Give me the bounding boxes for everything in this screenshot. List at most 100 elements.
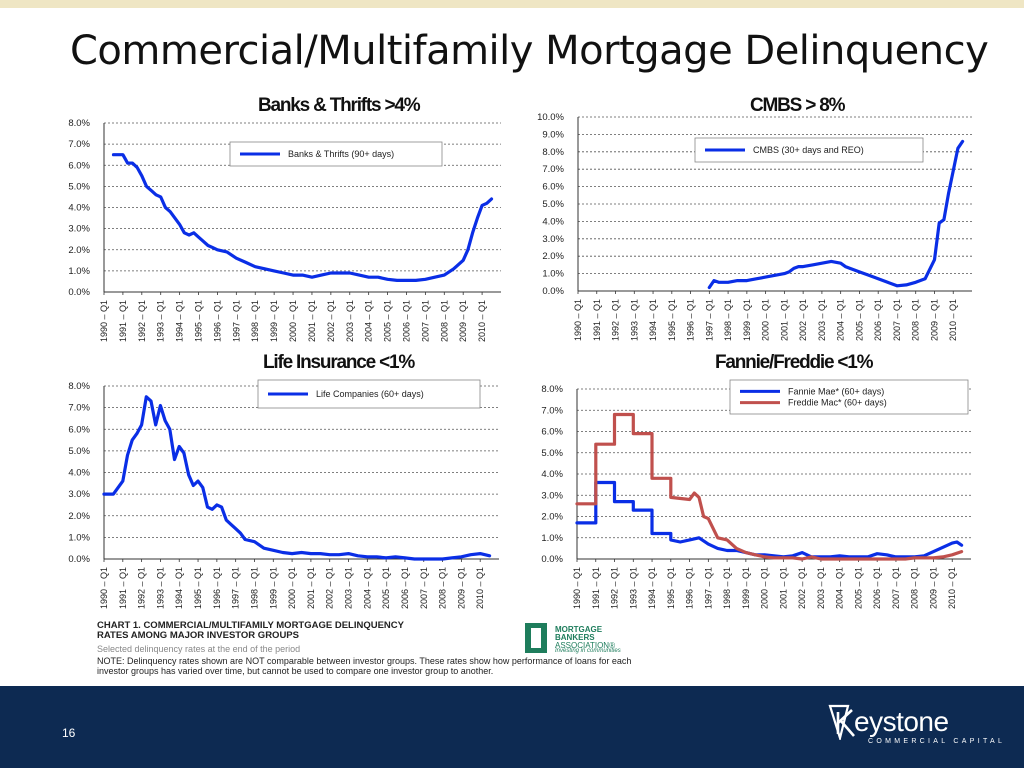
x-tick-label: 1991 – Q1 (592, 299, 602, 341)
x-tick-label: 2009 – Q1 (929, 299, 939, 341)
x-tick-label: 2003 – Q1 (817, 299, 827, 341)
y-tick-label: 5.0% (541, 448, 563, 459)
page-number: 16 (62, 726, 76, 740)
y-tick-label: 3.0% (68, 224, 90, 235)
y-tick-label: 4.0% (542, 216, 564, 227)
x-tick-label: 2009 – Q1 (928, 567, 938, 609)
x-tick-label: 2008 – Q1 (910, 567, 920, 609)
x-tick-label: 2010 – Q1 (477, 300, 487, 342)
x-tick-label: 2000 – Q1 (287, 567, 297, 609)
caption-title-line1: CHART 1. COMMERCIAL/MULTIFAMILY MORTGAGE… (97, 620, 404, 631)
y-tick-label: 1.0% (541, 533, 563, 544)
y-tick-label: 9.0% (542, 129, 564, 140)
x-tick-label: 2010 – Q1 (475, 567, 485, 609)
x-tick-label: 1992 – Q1 (137, 300, 147, 342)
caption-subtitle: Selected delinquency rates at the end of… (97, 644, 301, 654)
x-tick-label: 1991 – Q1 (591, 567, 601, 609)
mba-logo-line1: MORTGAGE (555, 625, 603, 634)
x-tick-label: 2009 – Q1 (456, 567, 466, 609)
slide-title: Commercial/Multifamily Mortgage Delinque… (70, 28, 989, 74)
x-tick-label: 1995 – Q1 (194, 300, 204, 342)
y-tick-label: 8.0% (68, 381, 90, 392)
x-tick-label: 1997 – Q1 (231, 567, 241, 609)
x-tick-label: 1994 – Q1 (648, 299, 658, 341)
x-tick-label: 1997 – Q1 (231, 300, 241, 342)
x-tick-label: 2001 – Q1 (307, 300, 317, 342)
x-tick-label: 1991 – Q1 (118, 567, 128, 609)
x-tick-label: 1993 – Q1 (628, 567, 638, 609)
y-tick-label: 2.0% (68, 511, 90, 522)
x-tick-label: 1993 – Q1 (155, 567, 165, 609)
y-tick-label: 6.0% (541, 427, 563, 438)
y-tick-label: 7.0% (542, 164, 564, 175)
x-tick-label: 1998 – Q1 (723, 299, 733, 341)
x-tick-label: 2002 – Q1 (325, 567, 335, 609)
legend-label: Freddie Mac* (60+ days) (788, 398, 887, 408)
x-tick-label: 1995 – Q1 (193, 567, 203, 609)
keystone-k-icon (828, 704, 855, 740)
series-line-1 (707, 139, 965, 290)
x-tick-label: 2003 – Q1 (816, 567, 826, 609)
x-tick-label: 1992 – Q1 (137, 567, 147, 609)
x-tick-label: 1997 – Q1 (703, 567, 713, 609)
x-tick-label: 2005 – Q1 (853, 567, 863, 609)
x-tick-label: 2010 – Q1 (948, 299, 958, 341)
y-tick-label: 2.0% (541, 512, 563, 523)
x-tick-label: 2004 – Q1 (362, 567, 372, 609)
y-tick-label: 0.0% (541, 554, 563, 565)
x-tick-label: 1996 – Q1 (212, 567, 222, 609)
x-tick-label: 1995 – Q1 (667, 299, 677, 341)
keystone-logo: eystone COMMERCIAL CAPITAL (828, 704, 1002, 754)
y-tick-label: 8.0% (541, 384, 563, 395)
panel-title-banks: Banks & Thrifts >4% (258, 95, 421, 116)
x-tick-label: 2002 – Q1 (798, 299, 808, 341)
x-tick-label: 2006 – Q1 (401, 300, 411, 342)
x-tick-label: 1998 – Q1 (722, 567, 732, 609)
x-tick-label: 1994 – Q1 (647, 567, 657, 609)
y-tick-label: 0.0% (68, 554, 90, 565)
x-tick-label: 2007 – Q1 (892, 299, 902, 341)
y-tick-label: 6.0% (68, 424, 90, 435)
x-tick-label: 2007 – Q1 (420, 300, 430, 342)
y-tick-label: 3.0% (541, 490, 563, 501)
legend-label: Banks & Thrifts (90+ days) (288, 149, 394, 159)
x-tick-label: 2004 – Q1 (835, 567, 845, 609)
mba-logo-tagline: Investing in communities (555, 648, 621, 654)
x-tick-label: 1998 – Q1 (250, 300, 260, 342)
legend-label: Life Companies (60+ days) (316, 389, 424, 399)
x-tick-label: 2003 – Q1 (345, 300, 355, 342)
footer-bar: 16 eystone COMMERCIAL CAPITAL (0, 686, 1024, 768)
legend-label: Fannie Mae* (60+ days) (788, 386, 884, 396)
x-tick-label: 1991 – Q1 (118, 300, 128, 342)
x-tick-label: 1993 – Q1 (629, 299, 639, 341)
y-tick-label: 7.0% (541, 405, 563, 416)
y-tick-label: 6.0% (542, 182, 564, 193)
y-tick-label: 0.0% (542, 286, 564, 297)
x-tick-label: 1998 – Q1 (249, 567, 259, 609)
y-tick-label: 2.0% (542, 251, 564, 262)
x-tick-label: 1990 – Q1 (99, 567, 109, 609)
y-tick-label: 1.0% (68, 532, 90, 543)
x-tick-label: 2008 – Q1 (438, 567, 448, 609)
y-tick-label: 8.0% (68, 118, 90, 129)
y-tick-label: 3.0% (68, 489, 90, 500)
y-tick-label: 7.0% (68, 403, 90, 414)
x-tick-label: 2005 – Q1 (854, 299, 864, 341)
x-tick-label: 2002 – Q1 (326, 300, 336, 342)
x-tick-label: 1997 – Q1 (704, 299, 714, 341)
brand-name: eystone (854, 706, 949, 737)
chart-banks-thrifts: 0.0% 1.0% 2.0% 3.0% 4.0% 5.0% 6.0% 7.0% 8.0% 1990… (68, 118, 501, 342)
y-tick-label: 4.0% (68, 468, 90, 479)
x-tick-label: 1990 – Q1 (99, 300, 109, 342)
legend-box (729, 379, 969, 415)
x-tick-label: 1993 – Q1 (156, 300, 166, 342)
y-tick-label: 1.0% (542, 269, 564, 280)
legend-label: CMBS (30+ days and REO) (753, 145, 864, 155)
panel-title-fannie: Fannie/Freddie <1% (715, 352, 874, 373)
y-tick-label: 5.0% (542, 199, 564, 210)
x-tick-label: 2010 – Q1 (947, 567, 957, 609)
x-tick-label: 1994 – Q1 (175, 300, 185, 342)
y-tick-label: 8.0% (542, 147, 564, 158)
panel-title-life: Life Insurance <1% (263, 352, 415, 373)
x-tick-label: 2004 – Q1 (364, 300, 374, 342)
